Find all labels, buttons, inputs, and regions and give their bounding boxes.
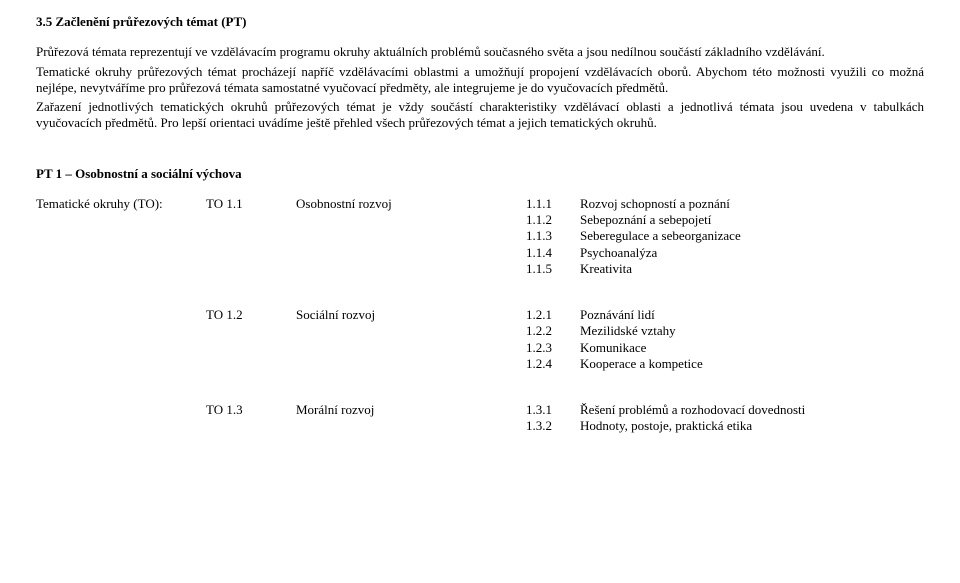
to1-block: Tematické okruhy (TO): TO 1.1 Osobnostní… [36,196,924,277]
to2-name: Sociální rozvoj [296,307,526,323]
paragraph-1: Průřezová témata reprezentují ve vzděláv… [36,44,924,60]
paragraph-3: Zařazení jednotlivých tematických okruhů… [36,99,924,132]
to1-item-code-2: 1.1.3 [526,228,580,244]
to2-item-text-1: Mezilidské vztahy [580,323,924,339]
to1-code: TO 1.1 [206,196,296,212]
to1-item-text-2: Seberegulace a sebeorganizace [580,228,924,244]
to2-block: TO 1.2 Sociální rozvoj 1.2.1 Poznávání l… [36,307,924,372]
to2-item-text-0: Poznávání lidí [580,307,924,323]
to1-item-code-4: 1.1.5 [526,261,580,277]
to1-item-code-0: 1.1.1 [526,196,580,212]
to2-item-text-2: Komunikace [580,340,924,356]
to-label: Tematické okruhy (TO): [36,196,206,212]
to2-code: TO 1.2 [206,307,296,323]
to2-item-code-2: 1.2.3 [526,340,580,356]
to1-item-text-0: Rozvoj schopností a poznání [580,196,924,212]
to3-block: TO 1.3 Morální rozvoj 1.3.1 Řešení probl… [36,402,924,435]
to3-code: TO 1.3 [206,402,296,418]
to1-item-text-3: Psychoanalýza [580,245,924,261]
to3-name: Morální rozvoj [296,402,526,418]
pt1-heading: PT 1 – Osobnostní a sociální výchova [36,166,924,182]
to3-item-code-1: 1.3.2 [526,418,580,434]
to1-item-code-3: 1.1.4 [526,245,580,261]
section-heading: 3.5 Začlenění průřezových témat (PT) [36,14,924,30]
paragraph-2: Tematické okruhy průřezových témat proch… [36,64,924,97]
to1-item-text-1: Sebepoznání a sebepojetí [580,212,924,228]
to1-item-code-1: 1.1.2 [526,212,580,228]
to2-item-code-1: 1.2.2 [526,323,580,339]
to1-name: Osobnostní rozvoj [296,196,526,212]
document-page: 3.5 Začlenění průřezových témat (PT) Prů… [0,0,960,435]
to2-item-code-0: 1.2.1 [526,307,580,323]
to1-item-text-4: Kreativita [580,261,924,277]
to3-item-code-0: 1.3.1 [526,402,580,418]
to3-item-text-0: Řešení problémů a rozhodovací dovednosti [580,402,924,418]
to2-item-code-3: 1.2.4 [526,356,580,372]
to3-item-text-1: Hodnoty, postoje, praktická etika [580,418,924,434]
to2-item-text-3: Kooperace a kompetice [580,356,924,372]
